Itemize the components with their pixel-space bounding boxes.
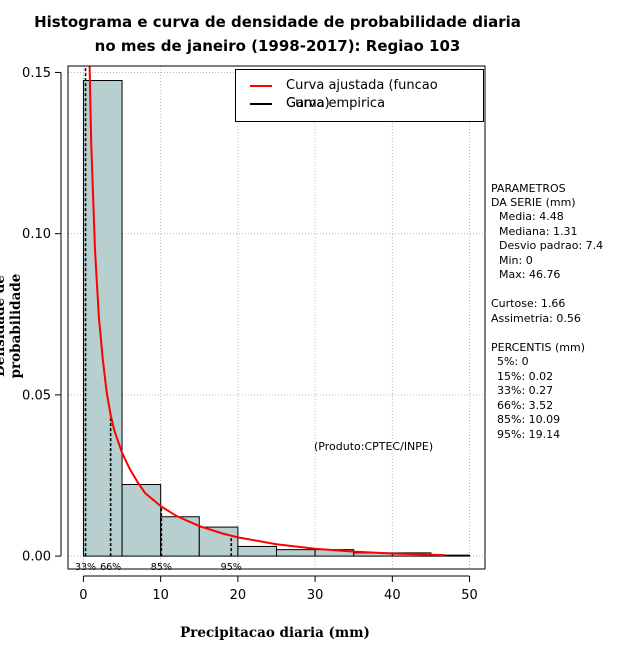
param-assimetria: Assimetria: 0.56 (491, 312, 581, 325)
histogram-bar-5 (276, 549, 316, 557)
chart-title-line-1: Histograma e curva de densidade de proba… (34, 13, 521, 31)
percentil-33: 33%: 0.27 (497, 384, 554, 397)
percentil-5: 5%: 0 (497, 355, 529, 368)
params-heading-1: PARAMETROS (491, 182, 566, 195)
x-tick-label-1: 10 (152, 588, 169, 603)
param-media: Media: 4.48 (499, 210, 564, 223)
axes: 0 10 20 30 40 50 0.00 0.05 0.10 0.15 (22, 66, 478, 603)
param-mediana: Mediana: 1.31 (499, 225, 578, 238)
histogram-bar-0 (82, 80, 123, 557)
x-tick-label-0: 0 (79, 588, 87, 603)
param-desvio: Desvio padrao: 7.4 (499, 239, 604, 252)
legend-swatch-fitted (250, 85, 272, 87)
y-axis-label: Densidade de probabilidade (0, 273, 24, 379)
percentil-85: 85%: 10.09 (497, 413, 561, 426)
percentile-label-1: 66% (100, 562, 121, 573)
legend-label-empirical: Curva empirica (286, 96, 386, 111)
percentil-15: 15%: 0.02 (497, 370, 554, 383)
percentis-heading: PERCENTIS (mm) (491, 341, 585, 354)
x-tick-label-3: 30 (307, 588, 324, 603)
percentile-label-3: 95% (221, 562, 242, 573)
legend-swatch-empirical (250, 103, 272, 105)
y-tick-label-3: 0.15 (22, 66, 51, 81)
legend-label-fitted: Curva ajustada (funcao Gama) (286, 78, 438, 111)
x-tick-label-2: 20 (230, 588, 247, 603)
fitted-curve-group (88, 65, 445, 557)
x-tick-label-4: 40 (384, 588, 401, 603)
y-tick-label-1: 0.05 (22, 388, 51, 403)
histogram-bar-4 (237, 545, 277, 557)
y-tick-label-2: 0.10 (22, 227, 51, 242)
percentil-95: 95%: 19.14 (497, 428, 561, 441)
histogram-bars (82, 80, 471, 557)
params-heading-2: DA SERIE (mm) (491, 196, 576, 209)
plot-frame (67, 65, 486, 570)
legend: Curva ajustada (funcao Gama) Curva empir… (235, 69, 484, 122)
percentile-label-0: 33% (75, 562, 96, 573)
legend-item-fitted: Curva ajustada (funcao Gama) (236, 77, 483, 111)
percentile-markers: 33% 66% 85% 95% (75, 66, 242, 573)
percentil-66: 66%: 3.52 (497, 399, 554, 412)
chart-title-line-2: no mes de janeiro (1998-2017): Regiao 10… (94, 37, 461, 55)
percentile-label-2: 85% (151, 562, 172, 573)
credit-text: (Produto:CPTEC/INPE) (314, 440, 434, 453)
param-curtose: Curtose: 1.66 (491, 297, 566, 310)
x-tick-label-5: 50 (461, 588, 478, 603)
histogram-bar-1 (121, 484, 162, 557)
fitted-curve-line (88, 65, 445, 557)
param-max: Max: 46.76 (499, 268, 561, 281)
param-min: Min: 0 (499, 254, 533, 267)
x-axis-label: Precipitacao diaria (mm) (180, 625, 370, 641)
legend-item-empirical: Curva empirica (236, 95, 483, 113)
y-tick-label-0: 0.00 (22, 550, 51, 565)
